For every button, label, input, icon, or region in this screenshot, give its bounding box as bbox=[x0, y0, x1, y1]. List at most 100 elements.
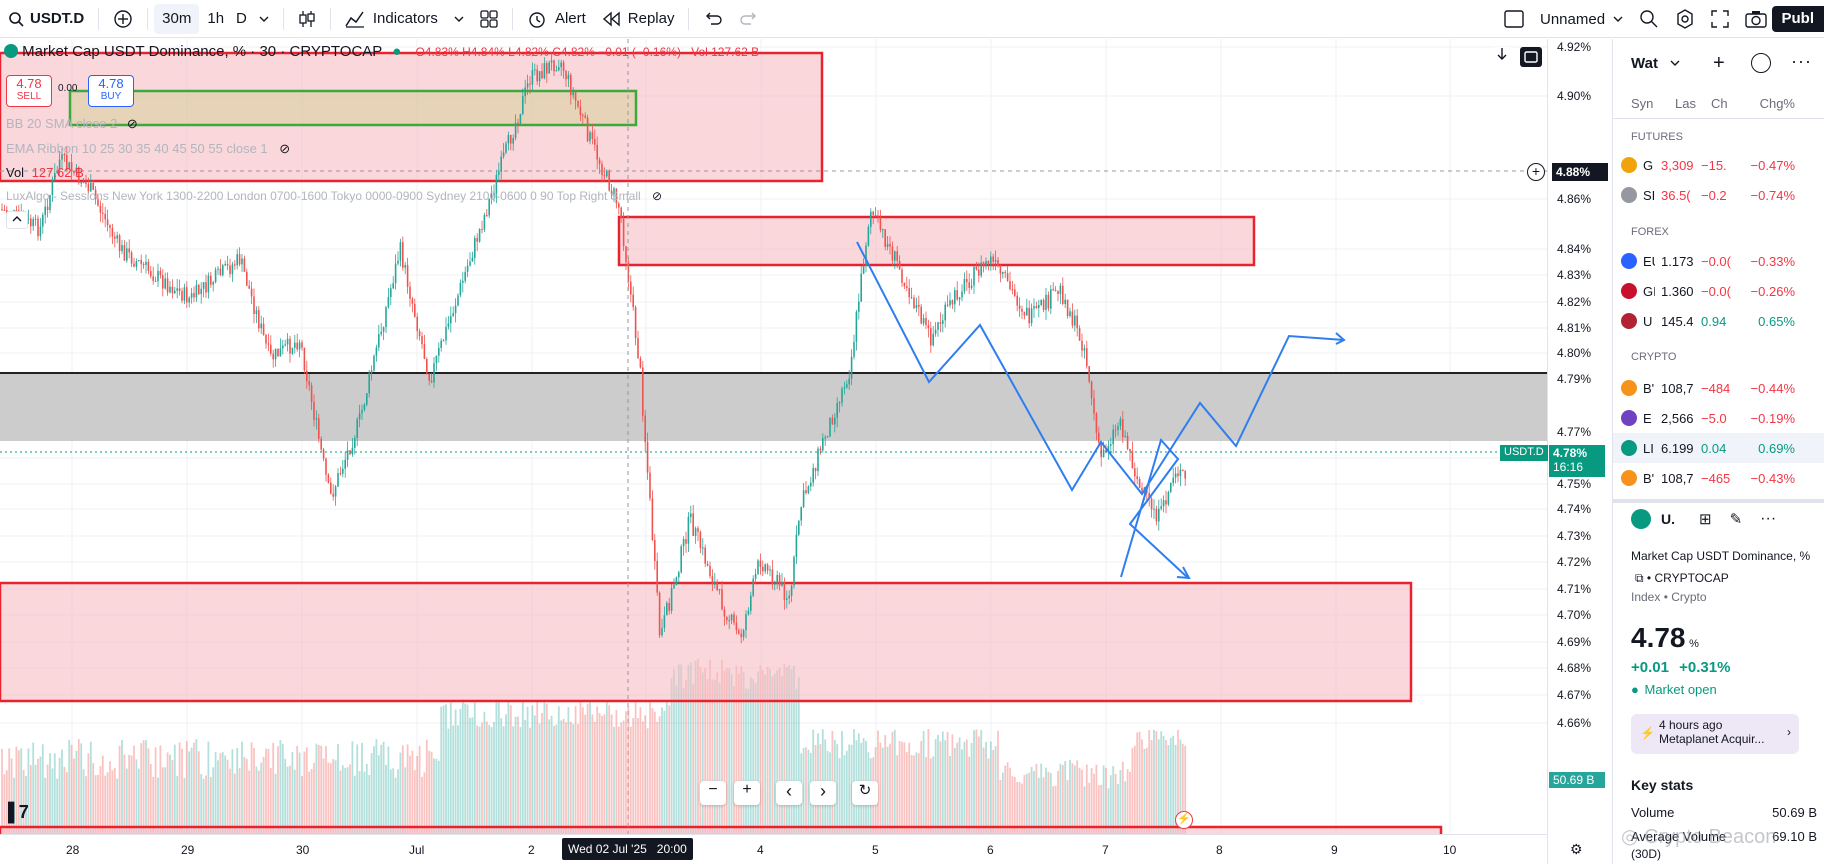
volume-bar bbox=[473, 702, 476, 834]
scroll-to-realtime-button[interactable] bbox=[1492, 47, 1512, 67]
layout-name[interactable]: Unnamed bbox=[1532, 0, 1631, 38]
scroll-left-button[interactable]: ‹ bbox=[776, 781, 802, 805]
resistance-zone[interactable] bbox=[0, 373, 1547, 441]
symbol-search[interactable]: USDT.D bbox=[0, 0, 92, 38]
details-exchange[interactable]: CRYPTOCAP bbox=[1654, 571, 1729, 585]
quick-search-button[interactable] bbox=[1631, 0, 1667, 38]
publish-button[interactable]: Publ bbox=[1771, 6, 1824, 32]
panel-separator[interactable] bbox=[1613, 499, 1824, 503]
alert-button[interactable]: Alert bbox=[519, 0, 594, 38]
candle-body bbox=[207, 275, 210, 293]
col-change[interactable]: Ch bbox=[1711, 96, 1728, 111]
crosshair-add-button[interactable]: + bbox=[1527, 163, 1545, 181]
candle-body bbox=[716, 582, 718, 591]
time-axis[interactable]: 28 29 30 Jul 2 4 5 6 7 8 9 10 Wed 02 Jul… bbox=[0, 834, 1547, 864]
section-crypto[interactable]: CRYPTO bbox=[1631, 351, 1677, 363]
grid-view-icon[interactable]: ⊞ bbox=[1699, 511, 1712, 528]
watchlist-details-icon[interactable] bbox=[1751, 53, 1771, 73]
interval-dropdown[interactable] bbox=[251, 0, 277, 38]
candle-body bbox=[622, 218, 625, 247]
section-forex[interactable]: FOREX bbox=[1631, 226, 1669, 238]
eye-hidden-icon[interactable]: ⊘ bbox=[279, 141, 291, 156]
watchlist-row[interactable]: B' 108,7 −484 −0.44% bbox=[1613, 373, 1824, 403]
snapshot-button[interactable] bbox=[1737, 0, 1775, 38]
volume-bar bbox=[994, 746, 997, 834]
bb-indicator-legend[interactable]: BB 20 SMA close 2 ⊘ bbox=[6, 116, 138, 132]
indicators-button[interactable]: Indicators bbox=[337, 0, 446, 38]
buy-button[interactable]: 4.78 BUY bbox=[88, 75, 134, 107]
chart-type-button[interactable] bbox=[290, 0, 324, 38]
projection-path-2[interactable] bbox=[1120, 437, 1188, 578]
undo-button[interactable] bbox=[695, 0, 731, 38]
watchlist-row[interactable]: G 3,309 −15. −0.47% bbox=[1613, 150, 1824, 180]
interval-d[interactable]: D bbox=[236, 10, 247, 27]
col-last[interactable]: Las bbox=[1675, 96, 1696, 111]
candle-body bbox=[985, 261, 987, 267]
settings-button[interactable] bbox=[1667, 0, 1703, 38]
volume-bar bbox=[464, 703, 467, 834]
candle-body bbox=[817, 448, 819, 472]
col-symbol[interactable]: Syn bbox=[1631, 96, 1654, 111]
volume-bar bbox=[1047, 771, 1050, 834]
axis-settings-icon[interactable]: ⚙ bbox=[1570, 841, 1583, 857]
watchlist-row[interactable]: E 2,566 −5.0 −0.19% bbox=[1613, 403, 1824, 433]
more-options-icon[interactable]: ··· bbox=[1760, 510, 1777, 527]
candle-body bbox=[598, 159, 601, 165]
maximize-pane-button[interactable] bbox=[1520, 47, 1542, 67]
price-chart[interactable] bbox=[0, 39, 1547, 864]
candles-icon bbox=[299, 10, 315, 27]
indicators-dropdown[interactable] bbox=[446, 0, 472, 38]
eye-hidden-icon[interactable]: ⊘ bbox=[652, 189, 663, 203]
watchlist-row-selected[interactable]: LI 6.199 0.04 0.69% bbox=[1613, 433, 1824, 463]
candle-body bbox=[445, 326, 447, 341]
sell-button[interactable]: 4.78 SELL bbox=[6, 75, 52, 107]
compare-button[interactable] bbox=[105, 0, 141, 38]
tradingview-logo[interactable]: ▌7 bbox=[8, 802, 29, 822]
edit-icon[interactable]: ✎ bbox=[1729, 511, 1743, 528]
supply-zone-mid[interactable] bbox=[617, 215, 1256, 267]
candle-body bbox=[632, 294, 634, 308]
external-link-icon[interactable]: ⧉ bbox=[1635, 571, 1644, 585]
more-options-icon[interactable]: ··· bbox=[1791, 51, 1812, 71]
replay-button[interactable]: Replay bbox=[594, 0, 683, 38]
redo-button[interactable] bbox=[731, 0, 767, 38]
watchlist-row[interactable]: SI 36.5( −0.2 −0.74% bbox=[1613, 180, 1824, 210]
interval-30m[interactable]: 30m bbox=[154, 3, 200, 34]
volume-bar bbox=[1148, 730, 1151, 834]
watchlist-row[interactable]: U 145.4 0.94 0.65% bbox=[1613, 306, 1824, 336]
add-symbol-button[interactable]: + bbox=[1713, 52, 1725, 74]
eye-hidden-icon[interactable]: ⊘ bbox=[126, 116, 138, 131]
news-time: 4 hours ago bbox=[1659, 718, 1723, 732]
zoom-out-button[interactable]: − bbox=[700, 781, 726, 805]
scroll-right-button[interactable]: › bbox=[810, 781, 836, 805]
chart-pane[interactable]: Market Cap USDT Dominance, % · 30 · CRYP… bbox=[0, 39, 1547, 864]
interval-1h[interactable]: 1h bbox=[207, 10, 225, 27]
candle-body bbox=[416, 316, 418, 332]
col-change-pct[interactable]: Chg% bbox=[1759, 96, 1795, 111]
details-symbol[interactable]: U. bbox=[1661, 511, 1675, 527]
templates-button[interactable] bbox=[472, 0, 506, 38]
volume-bar bbox=[913, 755, 915, 834]
chart-legend-title[interactable]: Market Cap USDT Dominance, % · 30 · CRYP… bbox=[4, 43, 759, 60]
lightning-event-icon[interactable]: ⚡ bbox=[1175, 811, 1193, 829]
green-zone[interactable] bbox=[68, 89, 638, 127]
watchlist-row[interactable]: GI 1.360 −0.0( −0.26% bbox=[1613, 276, 1824, 306]
volume-bar bbox=[440, 706, 443, 834]
news-card[interactable]: ⚡ 4 hours ago Metaplanet Acquir... › bbox=[1631, 714, 1799, 754]
watchlist-title[interactable]: Wat bbox=[1631, 55, 1680, 72]
sessions-indicator-legend[interactable]: LuxAlgo - Sessions New York 1300-2200 Lo… bbox=[6, 189, 662, 203]
ema-indicator-legend[interactable]: EMA Ribbon 10 25 30 35 40 45 50 55 close… bbox=[6, 141, 290, 157]
projection-path[interactable] bbox=[856, 241, 1345, 496]
watchlist-row[interactable]: EU 1.173 −0.0( −0.33% bbox=[1613, 246, 1824, 276]
layout-select-button[interactable] bbox=[1496, 0, 1532, 38]
volume-bar bbox=[908, 742, 911, 834]
collapse-legend-button[interactable] bbox=[6, 211, 28, 229]
watchlist-row[interactable]: B' 108,7 −465 −0.43% bbox=[1613, 463, 1824, 493]
section-futures[interactable]: FUTURES bbox=[1631, 131, 1683, 143]
demand-zone-bottom[interactable] bbox=[0, 581, 1413, 703]
volume-legend[interactable]: Vol 127.62 B bbox=[6, 165, 84, 180]
zoom-in-button[interactable]: + bbox=[734, 781, 760, 805]
fullscreen-button[interactable] bbox=[1703, 0, 1737, 38]
reset-chart-button[interactable]: ↻ bbox=[852, 781, 878, 805]
price-axis[interactable]: 4.92% 4.90% 4.86% 4.84% 4.83% 4.82% 4.81% 4.80%… bbox=[1500, 39, 1612, 864]
